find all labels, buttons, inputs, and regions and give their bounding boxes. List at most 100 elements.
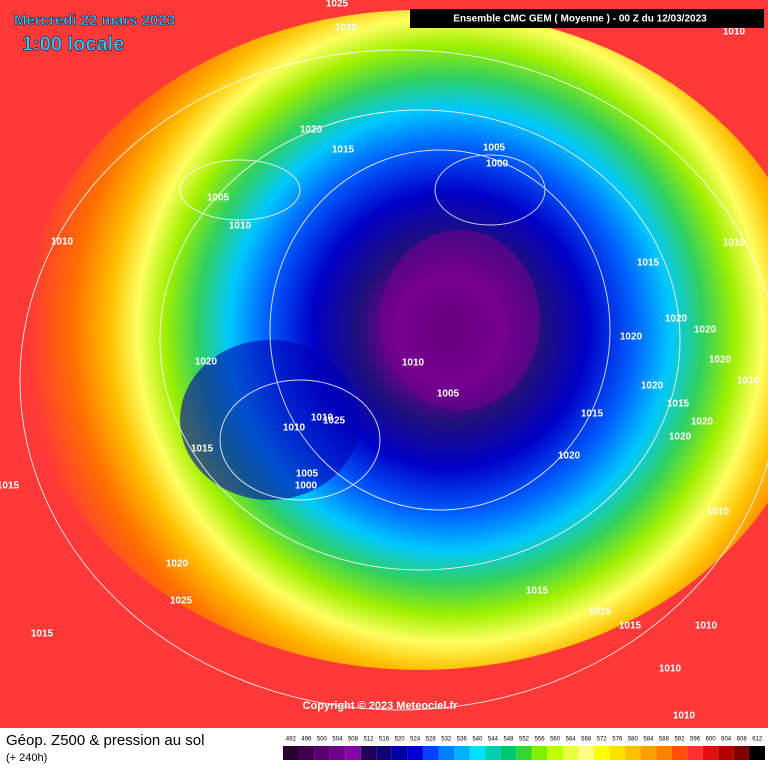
- legend-label: 540: [472, 737, 483, 743]
- legend-label: 568: [581, 737, 592, 743]
- legend-label: 592: [674, 737, 685, 743]
- isobar-label: 1020: [691, 417, 714, 428]
- legend-label: 492: [286, 737, 297, 743]
- isobar-label: 1020: [300, 125, 323, 136]
- isobar-label: 1010: [673, 711, 696, 722]
- isobar-label: 1020: [665, 314, 688, 325]
- legend-swatch: [422, 746, 439, 760]
- isobar-label: 1000: [486, 159, 509, 170]
- isobar-label: 1015: [191, 444, 214, 455]
- legend-label: 604: [721, 737, 732, 743]
- isobar-label: 1010: [737, 376, 760, 387]
- legend-label: 520: [395, 737, 406, 743]
- legend-label: 552: [519, 737, 530, 743]
- legend-label: 504: [332, 737, 343, 743]
- legend-swatch: [314, 746, 330, 760]
- legend-swatch: [516, 746, 532, 760]
- legend-swatch: [749, 746, 765, 760]
- model-info: Ensemble CMC GEM ( Moyenne ) - 00 Z du 1…: [453, 14, 707, 25]
- legend-swatch: [345, 746, 361, 760]
- legend-label: 560: [550, 737, 561, 743]
- legend-label: 500: [317, 737, 328, 743]
- isobar-label: 1005: [207, 193, 230, 204]
- legend-swatch: [391, 746, 408, 760]
- isobar-label: 1015: [667, 399, 690, 410]
- legend-swatch: [283, 746, 299, 760]
- legend-swatch: [562, 746, 579, 760]
- legend-swatch: [360, 746, 377, 760]
- legend-swatch: [578, 746, 594, 760]
- legend-swatch: [407, 746, 423, 760]
- isobar-label: 1010: [402, 358, 425, 369]
- isobar-label: 1015: [581, 409, 604, 420]
- isobar-label: 1015: [619, 621, 642, 632]
- isobar-label: 1015: [589, 607, 612, 618]
- legend-label: 548: [503, 737, 514, 743]
- isobar-label: 1010: [723, 238, 746, 249]
- legend-label: 588: [659, 737, 670, 743]
- legend-label: 584: [643, 737, 654, 743]
- legend-swatch: [625, 746, 641, 760]
- isobar-label: 1015: [332, 145, 355, 156]
- isobar-label: 1015: [31, 629, 54, 640]
- legend-label: 580: [628, 737, 639, 743]
- time: 1:00 locale: [22, 33, 124, 55]
- legend-swatch: [500, 746, 517, 760]
- isobar-label: 1020: [641, 381, 664, 392]
- isobar-label: 1010: [707, 507, 730, 518]
- isobar-label: 1020: [620, 332, 643, 343]
- legend-swatch: [687, 746, 703, 760]
- isobar-label: 1010: [229, 221, 252, 232]
- legend-label: 528: [426, 737, 437, 743]
- isobars: [19, 49, 768, 711]
- low-center: [380, 230, 540, 410]
- legend-label: 608: [737, 737, 748, 743]
- isobar-label: 1015: [0, 481, 20, 492]
- color-legend: 492 496 500 504 508 512 516 520 524 528 532 536 540 5…: [283, 737, 765, 760]
- legend-label: 532: [441, 737, 452, 743]
- isobar-label: 1025: [170, 596, 193, 607]
- legend-swatch: [531, 746, 548, 760]
- footer-title: Géop. Z500 & pression au sol: [6, 732, 204, 749]
- isobar-label: 1010: [51, 237, 74, 248]
- legend-swatch: [593, 746, 610, 760]
- copyright: Copyright © 2023 Meteociel.fr: [303, 700, 459, 712]
- legend-swatch: [547, 746, 563, 760]
- isobar-label: 1005: [483, 143, 506, 154]
- isobar-label: 1010: [283, 423, 306, 434]
- legend-label: 496: [301, 737, 312, 743]
- isobar-label: 1010: [723, 27, 746, 38]
- isobar-label: 1020: [558, 451, 581, 462]
- legend-swatch: [298, 746, 315, 760]
- footer-lead: (+ 240h): [6, 752, 47, 764]
- legend-swatch: [640, 746, 657, 760]
- legend-swatch: [438, 746, 455, 760]
- isobar-label: 1010: [695, 621, 718, 632]
- legend-swatch: [671, 746, 688, 760]
- legend-swatch: [454, 746, 470, 760]
- isobar-label: 1010: [659, 664, 682, 675]
- isobar-label: 1010: [311, 413, 334, 424]
- legend-swatch: [485, 746, 501, 760]
- isobar-label: 1020: [669, 432, 692, 443]
- isobar-label: 1020: [694, 325, 717, 336]
- date: Mercredi 22 mars 2023: [14, 12, 175, 29]
- legend-swatch: [329, 746, 346, 760]
- isobar-label: 1000: [295, 481, 318, 492]
- legend-label: 556: [535, 737, 546, 743]
- legend-label: 536: [457, 737, 468, 743]
- legend-label: 508: [348, 737, 359, 743]
- isobar-label: 1005: [296, 469, 319, 480]
- legend-label: 572: [597, 737, 608, 743]
- legend-swatch: [702, 746, 719, 760]
- legend-swatch: [609, 746, 626, 760]
- isobar-label: 1005: [437, 389, 460, 400]
- legend-label: 544: [488, 737, 499, 743]
- legend-swatch: [718, 746, 734, 760]
- legend-swatch: [656, 746, 672, 760]
- isobar-label: 1025: [326, 0, 349, 10]
- legend-swatch: [733, 746, 750, 760]
